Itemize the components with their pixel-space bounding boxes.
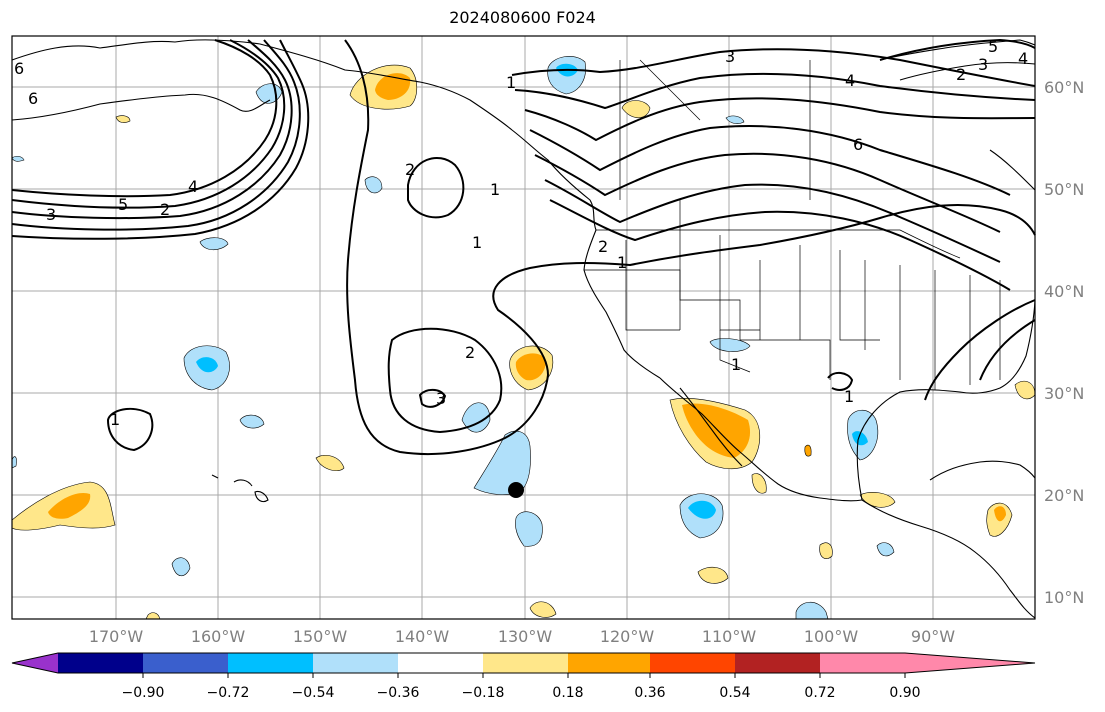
contour-label: 1 <box>110 410 120 429</box>
lon-label: 110°W <box>702 627 757 646</box>
colorbar-tick-label: −0.18 <box>462 685 505 701</box>
latitude-labels: 60°N 50°N 40°N 30°N 20°N 10°N <box>1044 78 1084 607</box>
lon-label: 90°W <box>911 627 955 646</box>
contour-label: 4 <box>188 177 198 196</box>
colorbar-swatch <box>143 653 228 673</box>
contour-label: 3 <box>46 205 56 224</box>
lon-label: 120°W <box>600 627 655 646</box>
colorbar-swatch <box>568 653 650 673</box>
colorbar-tick-label: −0.90 <box>122 685 165 701</box>
contour-label: 5 <box>988 37 998 56</box>
contour-label: 1 <box>844 387 854 406</box>
contour-label: 3 <box>436 389 446 408</box>
colorbar-swatch <box>313 653 398 673</box>
colorbar-extend-low <box>12 653 58 673</box>
colorbar: −0.90 −0.72 −0.54 −0.36 −0.18 0.18 0.36 … <box>11 652 1036 701</box>
colorbar-outline <box>11 652 1036 674</box>
colorbar-swatch <box>650 653 735 673</box>
colorbar-extend-high <box>905 653 1035 673</box>
contour-label: 1 <box>490 180 500 199</box>
political-borders <box>584 59 1001 390</box>
colorbar-tick-label: 0.90 <box>889 685 920 701</box>
lat-label: 10°N <box>1044 588 1084 607</box>
lat-label: 30°N <box>1044 384 1084 403</box>
lat-label: 60°N <box>1044 78 1084 97</box>
contour-label: 4 <box>845 71 855 90</box>
contour-label: 4 <box>1018 49 1028 68</box>
colorbar-tick-label: −0.36 <box>377 685 420 701</box>
contour-label: 2 <box>598 237 608 256</box>
colorbar-tick-label: −0.72 <box>207 685 250 701</box>
colorbar-swatch <box>398 653 483 673</box>
contour-label: 5 <box>118 195 128 214</box>
contour-label: 1 <box>731 355 741 374</box>
contour-label: 1 <box>472 233 482 252</box>
lon-label: 150°W <box>293 627 348 646</box>
colorbar-tick-label: −0.54 <box>292 685 335 701</box>
map-frame <box>11 35 1036 620</box>
map-area: 6 6 3 5 2 4 1 2 1 1 2 3 1 1 2 1 3 4 2 3 … <box>11 35 1036 620</box>
colorbar-tick-label: 0.36 <box>634 685 665 701</box>
lon-label: 160°W <box>191 627 246 646</box>
contour-label: 6 <box>853 135 863 154</box>
contour-labels: 6 6 3 5 2 4 1 2 1 1 2 3 1 1 2 1 3 4 2 3 … <box>14 37 1028 429</box>
colorbar-swatch <box>820 653 905 673</box>
contour-lines <box>11 38 1036 455</box>
map-title: 2024080600 F024 <box>449 8 596 27</box>
colorbar-swatch <box>58 653 143 673</box>
colorbar-tick-label: 0.54 <box>719 685 750 701</box>
positive-anomaly-shading <box>11 64 1036 620</box>
colorbar-tick-label: 0.18 <box>552 685 583 701</box>
contour-label: 3 <box>978 55 988 74</box>
colorbar-swatch <box>735 653 820 673</box>
contour-label: 6 <box>14 59 24 78</box>
contour-label: 2 <box>405 160 415 179</box>
lon-label: 170°W <box>89 627 144 646</box>
lat-label: 50°N <box>1044 180 1084 199</box>
contour-label: 6 <box>28 89 38 108</box>
contour-label: 2 <box>956 65 966 84</box>
colorbar-swatch <box>483 653 568 673</box>
contour-label: 1 <box>617 253 627 272</box>
colorbar-ticks <box>142 673 906 678</box>
contour-label: 3 <box>725 47 735 66</box>
lat-label: 40°N <box>1044 282 1084 301</box>
contour-label: 1 <box>506 73 516 92</box>
longitude-labels: 170°W 160°W 150°W 140°W 130°W 120°W 110°… <box>89 627 955 646</box>
contour-label: 2 <box>465 343 475 362</box>
location-marker <box>508 482 524 498</box>
lon-label: 140°W <box>395 627 450 646</box>
coastlines <box>11 39 1036 619</box>
lon-label: 130°W <box>498 627 553 646</box>
gridlines <box>12 36 1035 619</box>
lon-label: 100°W <box>804 627 859 646</box>
lat-label: 20°N <box>1044 486 1084 505</box>
colorbar-tick-label: 0.72 <box>804 685 835 701</box>
colorbar-swatch <box>228 653 313 673</box>
contour-label: 2 <box>160 200 170 219</box>
